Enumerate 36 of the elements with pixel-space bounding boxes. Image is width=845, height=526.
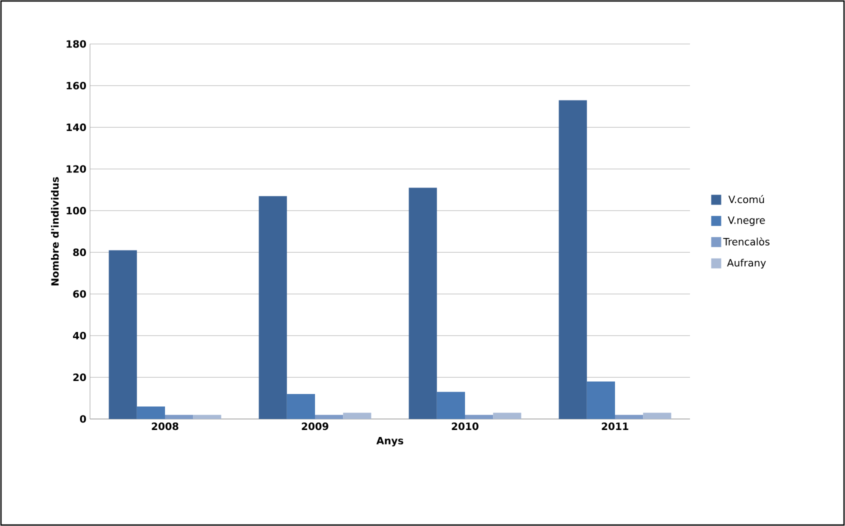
x-tick-label: 2009	[302, 422, 328, 430]
bar	[586, 381, 616, 419]
bar	[108, 250, 137, 419]
bar	[286, 394, 316, 419]
y-tick-label: 180	[66, 40, 86, 48]
legend-label: V.comú	[728, 195, 764, 204]
y-tick-label: 60	[73, 290, 86, 298]
y-tick-label: 120	[66, 165, 86, 173]
bar	[408, 188, 437, 419]
legend-label: Aufrany	[727, 258, 766, 269]
x-tick-label: 2008	[152, 422, 178, 430]
y-axis-title: Nombre d'individus	[50, 177, 59, 286]
y-tick-label: 0	[80, 415, 86, 423]
bar	[436, 392, 466, 419]
x-axis-title: Anys	[376, 436, 404, 446]
x-tick-label: 2010	[452, 422, 478, 430]
y-tick-label: 100	[66, 206, 86, 214]
y-tick-label: 20	[73, 374, 86, 382]
bar	[315, 414, 344, 419]
y-tick-label: 140	[66, 124, 86, 132]
bar	[165, 414, 194, 419]
bar	[643, 412, 672, 419]
y-tick-label: 160	[66, 82, 86, 90]
y-tick-label: 80	[73, 248, 86, 256]
bar	[465, 414, 494, 419]
bar	[193, 414, 222, 419]
y-tick-label: 40	[73, 332, 86, 340]
bar	[258, 196, 287, 419]
bar	[343, 412, 372, 419]
bar	[615, 414, 644, 419]
bar	[136, 406, 166, 419]
x-tick-label: 2011	[602, 422, 628, 430]
legend-label: V.negre	[728, 216, 765, 226]
legend-label: Trencalòs	[723, 237, 770, 246]
bar	[493, 412, 522, 419]
bar	[558, 100, 587, 419]
